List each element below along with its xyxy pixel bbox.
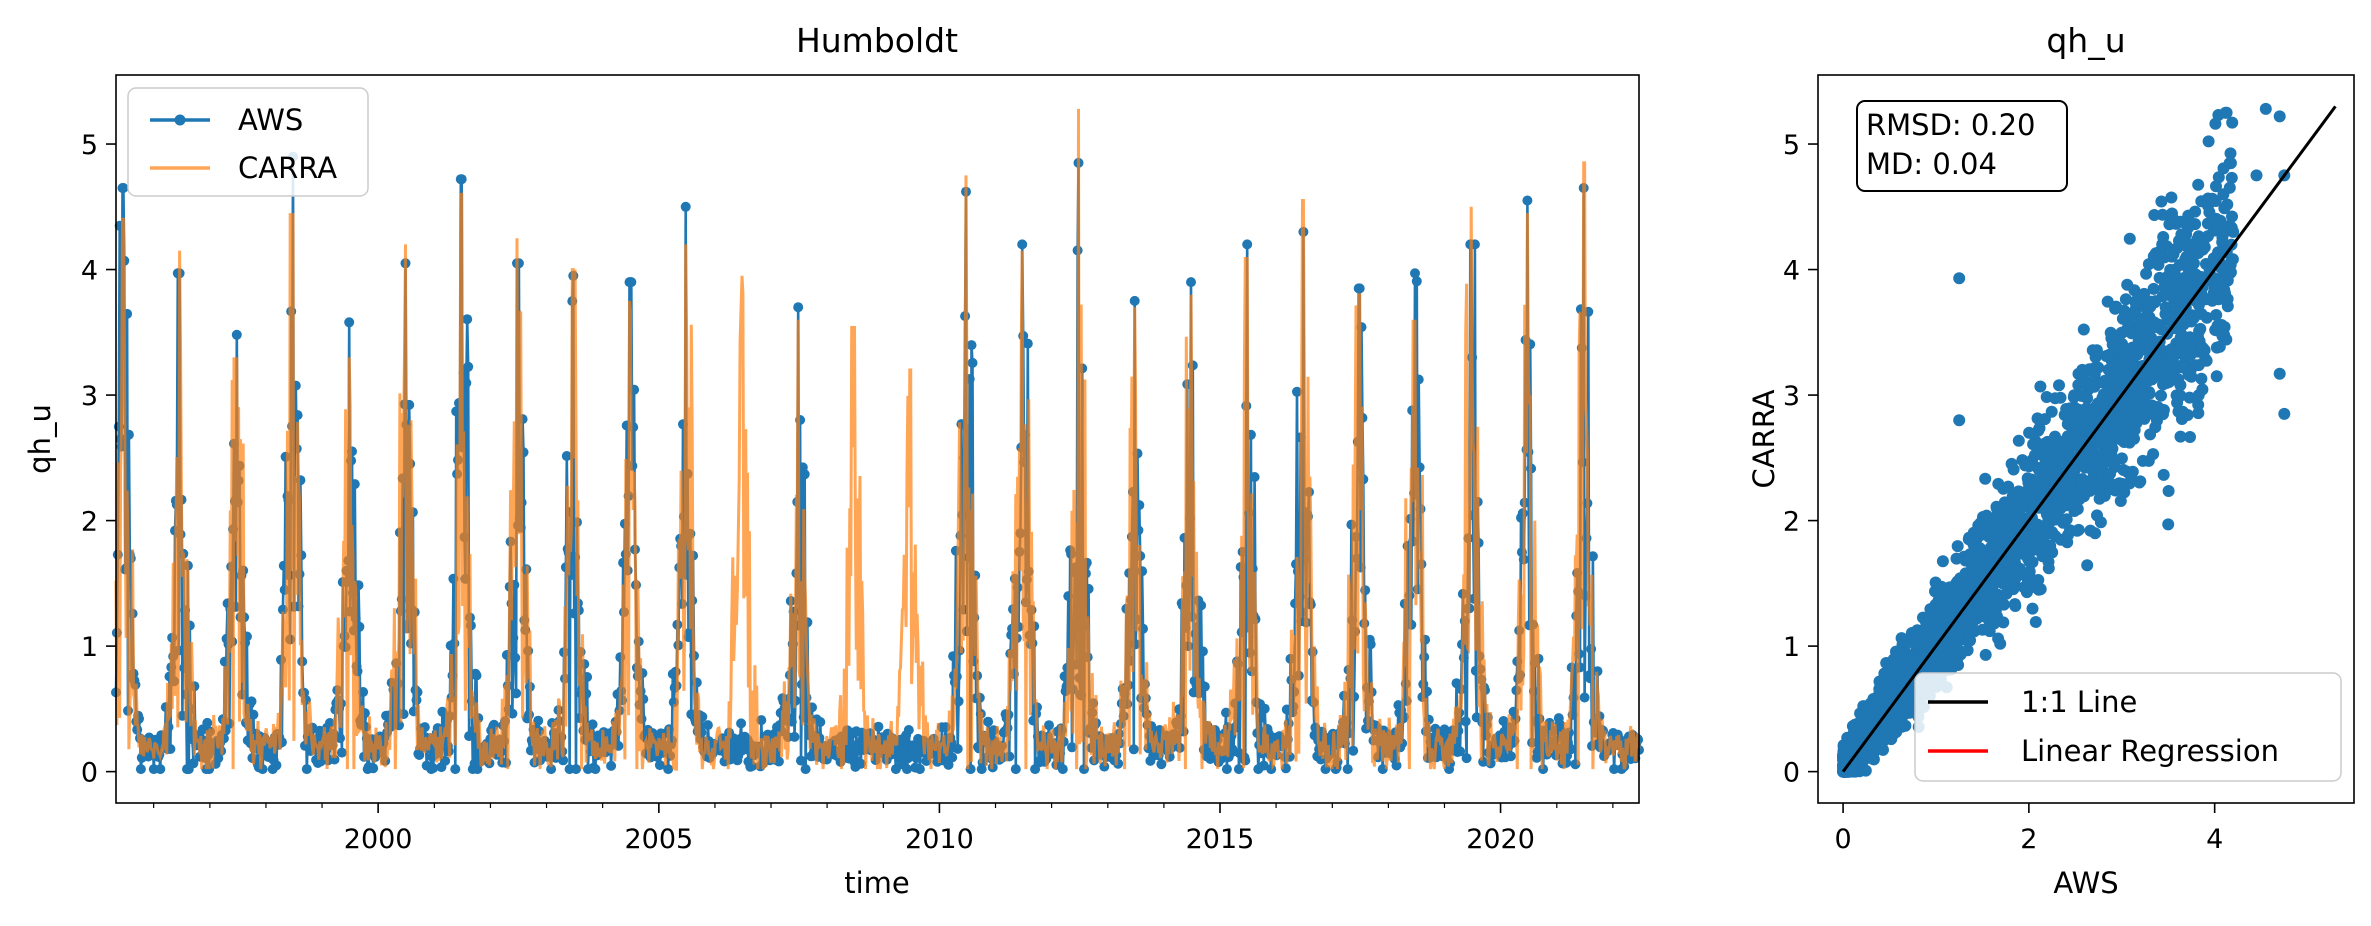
timeseries-y-tick-label: 2 [81,507,98,538]
scatter-outlier-point [2227,225,2240,238]
rmsd-label: RMSD: 0.20 [1866,108,2035,142]
scatter-y-tick-label: 1 [1783,632,1800,663]
scatter-outlier-point [2250,169,2263,182]
scatter-x-tick-label: 4 [2206,824,2223,855]
scatter-title: qh_u [2046,21,2125,60]
md-label: MD: 0.04 [1866,147,1997,181]
timeseries-series-layer [111,108,1644,775]
timeseries-y-tick-label: 3 [81,381,98,412]
scatter-outlier-point [2259,102,2272,115]
stats-annotation: RMSD: 0.20 MD: 0.04 [1856,100,2068,192]
timeseries-x-tick-label: 2015 [1186,824,1255,855]
carra-series-line [114,108,1641,771]
timeseries-x-tick-label: 2020 [1466,824,1535,855]
scatter-outlier-point [2273,367,2286,380]
scatter-y-tick-label: 0 [1783,758,1800,789]
timeseries-y-label: qh_u [23,404,57,474]
timeseries-y-ticks: 0 1 2 3 4 5 [81,130,116,789]
scatter-x-tick-label: 0 [1834,824,1851,855]
scatter-outlier-point [2278,407,2291,420]
timeseries-x-label: time [844,866,910,900]
scatter-x-label: AWS [2053,866,2118,900]
timeseries-y-tick-label: 5 [81,130,98,161]
timeseries-chart: 2000 2005 2010 2015 2020 0 1 2 3 4 5 Humboldt tim… [23,21,1644,900]
scatter-y-tick-label: 4 [1783,256,1800,287]
scatter-y-label: CARRA [1747,389,1781,488]
scatter-legend: 1:1 Line Linear Regression [1914,672,2342,782]
timeseries-x-tick-label: 2005 [624,824,693,855]
scatter-x-tick-label: 2 [2020,824,2037,855]
scatter-y-tick-label: 3 [1783,381,1800,412]
scatter-outlier-point [2125,470,2138,483]
legend-entry-carra: CARRA [238,151,337,185]
timeseries-plot-frame [115,74,1640,804]
scatter-y-tick-label: 5 [1783,130,1800,161]
scatter-y-tick-label: 2 [1783,507,1800,538]
timeseries-y-tick-label: 4 [81,256,98,287]
scatter-y-ticks: 0 1 2 3 4 5 [1783,130,1818,789]
legend-entry-aws: AWS [238,103,303,137]
scatter-plot-frame [1817,74,2355,804]
scatter-outlier-point [1953,272,1966,285]
legend-entry-one-to-one: 1:1 Line [2021,685,2137,719]
timeseries-title: Humboldt [796,21,958,60]
scatter-outlier-point [2273,110,2286,123]
scatter-chart: 0 2 4 0 1 2 3 4 5 qh_u AWS CARRA RMSD: 0.20 MD:… [1747,21,2355,900]
timeseries-y-tick-label: 0 [81,758,98,789]
timeseries-legend: AWS CARRA [127,87,369,197]
timeseries-y-tick-label: 1 [81,632,98,663]
scatter-points-layer [1837,102,2291,778]
timeseries-x-ticks: 2000 2005 2010 2015 2020 [153,803,1614,855]
scatter-outlier-point [2162,518,2175,531]
scatter-x-ticks: 0 2 4 [1834,803,2223,855]
legend-entry-regression: Linear Regression [2021,734,2279,768]
scatter-outlier-point [1953,414,1966,427]
timeseries-x-tick-label: 2000 [344,824,413,855]
timeseries-x-tick-label: 2010 [905,824,974,855]
one-to-one-line [1841,105,2337,773]
